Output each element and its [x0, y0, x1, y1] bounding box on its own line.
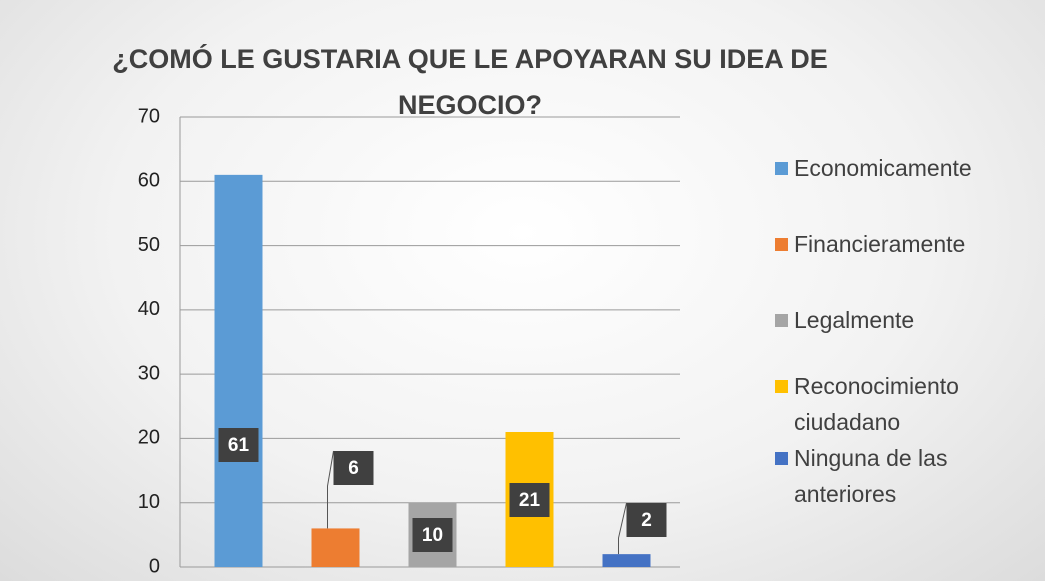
data-label: 6: [348, 458, 359, 479]
data-label: 2: [641, 510, 652, 531]
y-tick-label: 70: [138, 105, 160, 127]
label-box: [333, 451, 374, 485]
chart-title: ¿COMÓ LE GUSTARIA QUE LE APOYARAN SU IDE…: [112, 44, 828, 120]
y-tick-label: 60: [138, 170, 160, 192]
label-box: [412, 518, 453, 552]
legend-item: Economicamente: [775, 150, 1030, 186]
legend-swatch: [775, 162, 788, 175]
y-tick-label: 20: [138, 427, 160, 449]
legend-label: Reconocimiento ciudadano: [794, 373, 959, 435]
legend-item: Financieramente: [775, 226, 1030, 262]
legend-label: Ninguna de las anteriores: [794, 445, 948, 507]
legend-label: Legalmente: [794, 307, 915, 333]
bar: [311, 528, 360, 567]
legend-item: Ninguna de las anteriores: [775, 440, 1030, 512]
y-tick-label: 40: [138, 298, 160, 320]
legend-swatch: [775, 238, 788, 251]
legend-label: Financieramente: [794, 231, 966, 257]
leader-line: [618, 502, 627, 555]
data-label: 21: [519, 490, 541, 511]
label-box: [626, 503, 667, 537]
leader-line: [327, 450, 334, 529]
y-tick-label: 30: [138, 362, 160, 384]
legend-swatch: [775, 452, 788, 465]
y-tick-label: 0: [149, 555, 160, 577]
y-tick-label: 10: [138, 491, 160, 513]
legend-item: Legalmente: [775, 302, 1030, 338]
legend: Economicamente Financieramente Legalmente R…: [775, 150, 1030, 512]
label-box: [218, 428, 259, 462]
bar: [602, 554, 651, 567]
legend-swatch: [775, 380, 788, 393]
data-label: 10: [422, 525, 443, 546]
label-box: [509, 483, 550, 517]
legend-label: Economicamente: [794, 155, 972, 181]
legend-item: Reconocimiento ciudadano: [775, 368, 1030, 440]
data-label: 61: [228, 435, 250, 456]
legend-swatch: [775, 314, 788, 327]
y-tick-label: 50: [138, 234, 160, 256]
bar: [214, 174, 263, 567]
